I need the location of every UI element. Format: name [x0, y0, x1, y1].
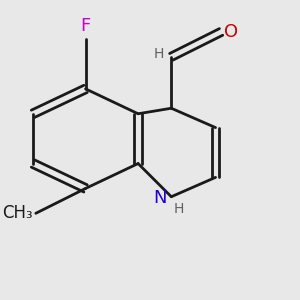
Text: H: H [173, 202, 184, 216]
Text: N: N [154, 189, 167, 207]
Text: O: O [224, 23, 239, 41]
Text: H: H [154, 47, 164, 61]
Text: CH₃: CH₃ [2, 204, 33, 222]
Text: F: F [80, 17, 91, 35]
